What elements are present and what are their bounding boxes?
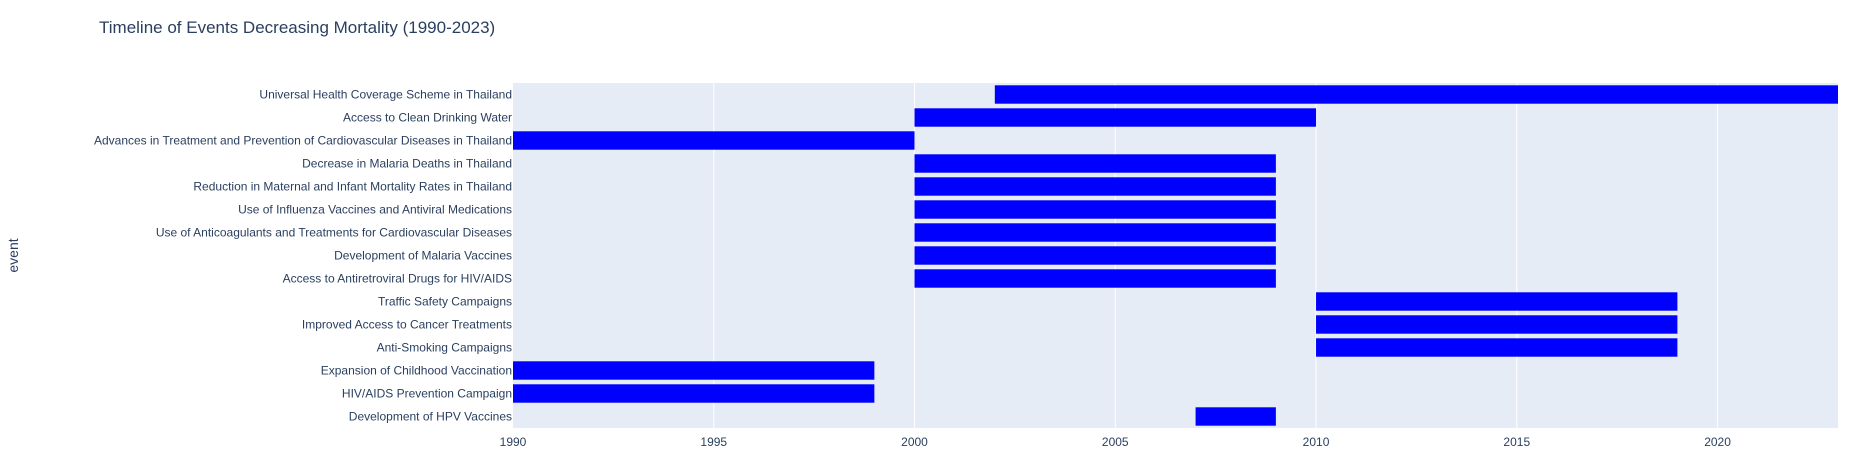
chart-title: Timeline of Events Decreasing Mortality …: [99, 18, 495, 37]
timeline-bar[interactable]: [914, 177, 1276, 196]
y-tick-label: Decrease in Malaria Deaths in Thailand: [302, 157, 512, 171]
y-tick-label: Traffic Safety Campaigns: [378, 295, 512, 309]
timeline-bar[interactable]: [1316, 338, 1678, 357]
timeline-bar[interactable]: [914, 246, 1276, 265]
timeline-bar[interactable]: [513, 384, 875, 403]
y-tick-label: Improved Access to Cancer Treatments: [302, 318, 512, 332]
y-tick-label: Universal Health Coverage Scheme in Thai…: [259, 88, 512, 102]
x-tick-label: 2005: [1102, 435, 1129, 449]
y-tick-label: Reduction in Maternal and Infant Mortali…: [193, 180, 512, 194]
y-tick-label: Use of Anticoagulants and Treatments for…: [156, 226, 512, 240]
timeline-bar[interactable]: [914, 108, 1317, 127]
y-tick-label: Anti-Smoking Campaigns: [377, 341, 512, 355]
timeline-bar[interactable]: [994, 85, 1838, 104]
y-tick-label: Expansion of Childhood Vaccination: [321, 364, 512, 378]
y-axis-title: event: [5, 238, 21, 272]
timeline-bar[interactable]: [513, 131, 915, 150]
timeline-bar[interactable]: [914, 154, 1276, 173]
y-tick-label: Access to Clean Drinking Water: [343, 111, 512, 125]
x-tick-label: 2010: [1303, 435, 1330, 449]
timeline-bar[interactable]: [1195, 407, 1276, 426]
timeline-bar[interactable]: [513, 361, 875, 380]
bars: [513, 85, 1838, 426]
x-tick-label: 1990: [500, 435, 527, 449]
timeline-bar[interactable]: [914, 223, 1276, 242]
x-tick-labels: 1990 1995 2000 2005 2010 2015 2020: [500, 435, 1732, 449]
y-tick-label: HIV/AIDS Prevention Campaign: [342, 387, 512, 401]
timeline-bar[interactable]: [914, 269, 1276, 288]
x-tick-label: 2000: [901, 435, 928, 449]
timeline-bar[interactable]: [1316, 292, 1678, 311]
y-tick-label: Use of Influenza Vaccines and Antiviral …: [238, 203, 512, 217]
y-tick-label: Access to Antiretroviral Drugs for HIV/A…: [283, 272, 512, 286]
y-tick-label: Development of Malaria Vaccines: [334, 249, 512, 263]
timeline-bar[interactable]: [914, 200, 1276, 219]
timeline-bar[interactable]: [1316, 315, 1678, 334]
x-tick-label: 2015: [1503, 435, 1530, 449]
x-tick-label: 1995: [700, 435, 727, 449]
y-tick-labels: Universal Health Coverage Scheme in Thai…: [94, 88, 512, 424]
y-tick-label: Advances in Treatment and Prevention of …: [94, 134, 512, 148]
x-tick-label: 2020: [1704, 435, 1731, 449]
y-tick-label: Development of HPV Vaccines: [349, 410, 512, 424]
